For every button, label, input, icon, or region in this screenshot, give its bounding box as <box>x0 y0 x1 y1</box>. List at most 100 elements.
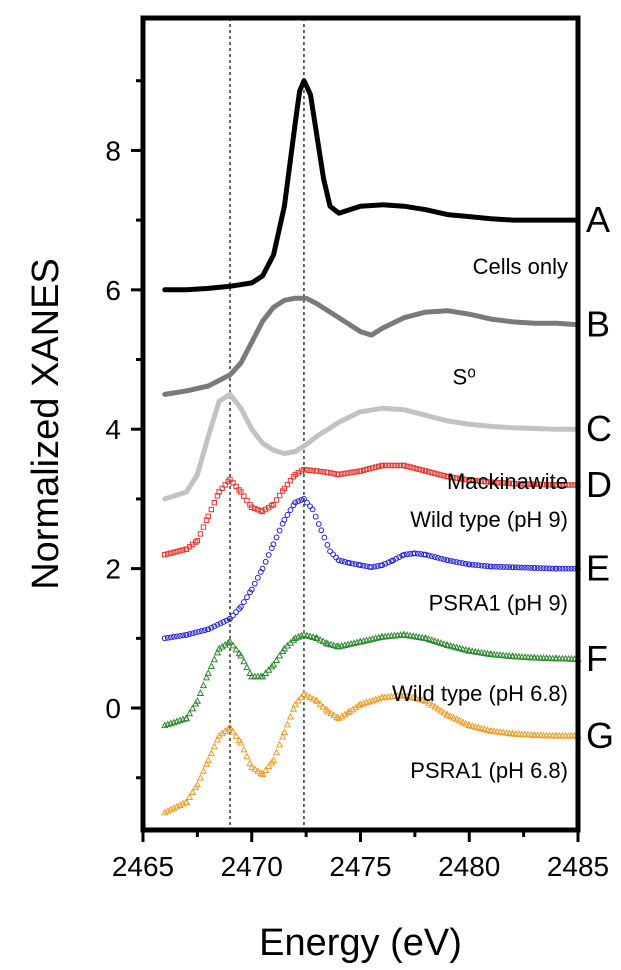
data-point <box>543 565 550 572</box>
data-point <box>452 643 461 651</box>
data-point <box>232 645 240 653</box>
data-point <box>435 554 441 561</box>
data-point <box>303 691 311 699</box>
data-point <box>317 468 323 475</box>
data-point <box>324 639 332 647</box>
data-point <box>162 551 168 558</box>
y-tick-label: 2 <box>105 554 121 585</box>
data-point <box>230 480 236 486</box>
data-point <box>306 693 314 701</box>
data-point <box>522 564 528 571</box>
data-point <box>327 709 335 717</box>
data-point <box>419 467 425 473</box>
data-point <box>373 464 379 470</box>
data-point <box>215 644 223 652</box>
data-point <box>401 462 407 469</box>
data-point <box>425 635 433 643</box>
data-point <box>480 725 489 733</box>
data-point <box>216 489 222 495</box>
data-point <box>312 513 319 520</box>
data-point <box>446 642 455 649</box>
data-point <box>446 712 455 720</box>
data-point <box>322 638 330 646</box>
data-point <box>268 662 276 670</box>
data-point <box>251 765 259 772</box>
data-point <box>275 740 284 748</box>
data-point <box>330 711 338 719</box>
data-point <box>232 732 240 739</box>
data-point <box>177 632 183 639</box>
data-point <box>428 636 436 643</box>
data-point <box>229 641 237 649</box>
data-point <box>210 655 218 663</box>
series-letter-g: G <box>586 715 614 756</box>
data-point <box>180 632 186 639</box>
data-point <box>379 562 386 569</box>
data-point <box>188 704 197 712</box>
data-point <box>428 700 436 708</box>
data-point <box>335 557 342 564</box>
data-point <box>478 478 485 484</box>
data-point <box>559 482 566 488</box>
data-point <box>422 551 429 558</box>
data-point <box>531 565 538 571</box>
data-point <box>385 462 392 469</box>
data-point <box>431 637 439 644</box>
data-point <box>466 561 473 568</box>
data-point <box>193 697 202 704</box>
data-point <box>182 798 191 805</box>
data-point <box>241 493 247 499</box>
data-point <box>194 538 201 544</box>
y-axis-title: Normalized XANES <box>25 258 67 590</box>
data-point <box>262 669 270 677</box>
data-point <box>556 565 563 572</box>
data-point <box>238 489 244 495</box>
series-annotation-c: Mackinawite <box>447 469 568 494</box>
data-point <box>525 481 531 487</box>
data-point <box>197 531 204 537</box>
data-point <box>291 700 299 708</box>
data-point <box>438 555 444 562</box>
data-point <box>401 551 407 558</box>
data-point <box>568 565 575 572</box>
data-point <box>300 690 308 697</box>
series-annotation-g: PSRA1 (pH 6.8) <box>410 758 568 783</box>
series-line <box>162 78 581 293</box>
data-point <box>500 564 507 570</box>
data-point <box>453 559 460 565</box>
data-point <box>342 470 348 477</box>
data-point <box>469 561 476 568</box>
data-point <box>161 635 168 642</box>
data-point <box>324 542 331 548</box>
data-point <box>418 696 426 703</box>
data-point <box>562 565 569 572</box>
data-point <box>300 630 308 638</box>
data-point <box>304 499 310 506</box>
data-point <box>196 773 205 781</box>
data-point <box>556 482 562 488</box>
data-point <box>483 726 492 733</box>
data-point <box>309 694 317 702</box>
data-point <box>227 615 233 622</box>
data-point <box>528 481 534 487</box>
data-point <box>503 480 509 486</box>
data-point <box>348 469 354 476</box>
data-point <box>164 634 171 641</box>
data-point <box>226 723 234 731</box>
data-point <box>306 632 314 640</box>
series-annotation-e: PSRA1 (pH 9) <box>429 591 568 616</box>
data-point <box>262 558 269 565</box>
data-point <box>325 469 331 476</box>
data-point <box>328 470 334 476</box>
data-point <box>244 594 250 601</box>
data-point <box>413 465 419 472</box>
data-point <box>481 563 488 569</box>
data-point <box>223 617 230 624</box>
data-point <box>494 563 500 570</box>
data-point <box>484 563 491 570</box>
data-point <box>547 482 553 488</box>
data-point <box>438 472 444 478</box>
data-point <box>565 482 572 488</box>
data-point <box>484 479 491 485</box>
data-point <box>396 554 403 561</box>
